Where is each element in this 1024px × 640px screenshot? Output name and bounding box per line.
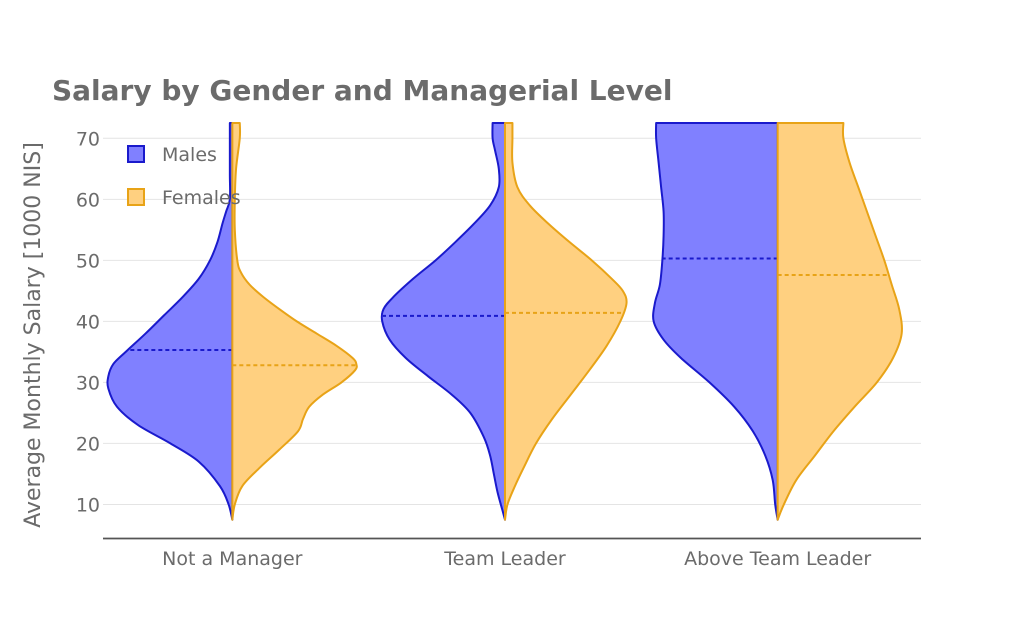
violin-females-not-a-manager — [231, 122, 358, 521]
y-tick-label-50: 50 — [76, 250, 100, 272]
violin-females-above-team-leader — [776, 122, 903, 521]
y-tick-label-40: 40 — [76, 311, 100, 333]
x-tick-label-team-leader: Team Leader — [443, 548, 566, 570]
legend-item-females[interactable]: Females — [127, 187, 241, 209]
violin-females-team-leader — [504, 122, 628, 521]
violins — [106, 122, 903, 521]
violin-males-not-a-manager — [106, 122, 234, 521]
legend-swatch-females — [127, 188, 145, 206]
legend-label-males: Males — [162, 144, 217, 166]
y-tick-label-60: 60 — [76, 189, 100, 211]
y-tick-label-20: 20 — [76, 433, 100, 455]
violin-males-team-leader — [380, 122, 506, 521]
chart-title: Salary by Gender and Managerial Level — [52, 74, 672, 107]
legend[interactable]: Males Females — [127, 144, 241, 209]
legend-item-males[interactable]: Males — [127, 144, 217, 166]
y-tick-label-70: 70 — [76, 128, 100, 150]
y-axis-label: Average Monthly Salary [1000 NIS] — [21, 142, 46, 528]
legend-swatch-males — [127, 145, 145, 163]
violin-males-above-team-leader — [652, 122, 779, 521]
x-axis-ticks: Not a Manager Team Leader Above Team Leade… — [162, 548, 871, 570]
y-axis-ticks: 10 20 30 40 50 60 70 — [76, 128, 100, 516]
y-tick-label-10: 10 — [76, 494, 100, 516]
y-tick-label-30: 30 — [76, 372, 100, 394]
x-tick-label-above-team-leader: Above Team Leader — [684, 548, 871, 570]
legend-label-females: Females — [162, 187, 241, 209]
x-tick-label-not-a-manager: Not a Manager — [162, 548, 302, 570]
